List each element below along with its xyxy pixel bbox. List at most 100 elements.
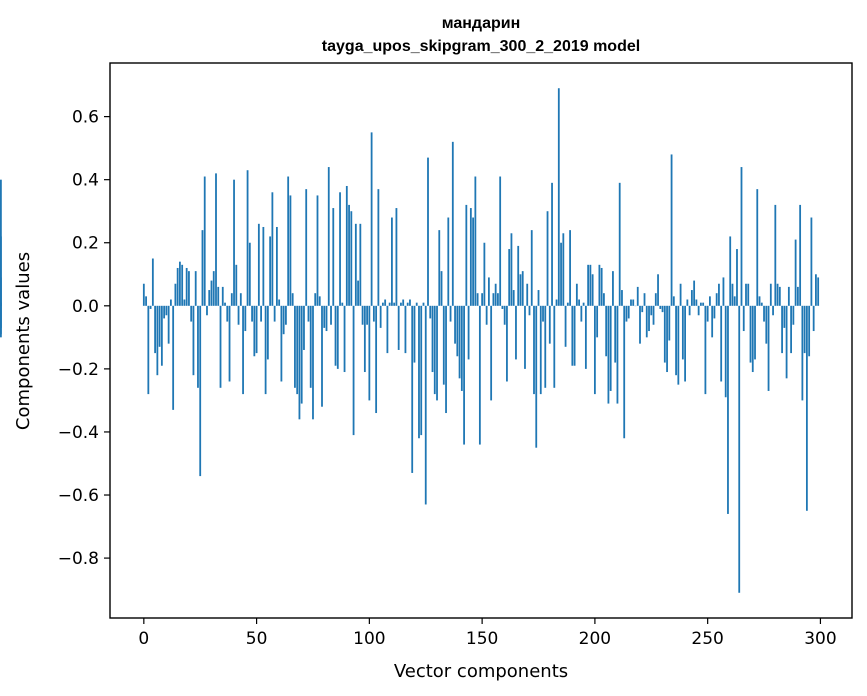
- bar: [546, 211, 549, 306]
- bar: [763, 305, 765, 322]
- bar: [621, 290, 623, 306]
- x-tick-label: 250: [691, 629, 723, 649]
- bar: [285, 305, 287, 325]
- bar: [201, 230, 204, 306]
- bar: [776, 283, 779, 306]
- bar: [312, 305, 314, 420]
- bar: [589, 264, 592, 306]
- bar: [300, 305, 303, 404]
- bar: [492, 293, 495, 306]
- bar: [275, 226, 278, 306]
- bar: [625, 305, 628, 322]
- bar: [688, 305, 691, 316]
- bar: [206, 305, 208, 316]
- bar: [756, 189, 759, 306]
- bar: [228, 305, 231, 382]
- bar: [363, 305, 366, 373]
- bar: [745, 283, 747, 306]
- bar: [672, 296, 675, 306]
- bar: [235, 264, 238, 306]
- bar: [713, 305, 716, 319]
- bar: [332, 208, 335, 306]
- x-tick-label: 300: [804, 629, 836, 649]
- bar: [483, 242, 486, 306]
- bar: [0, 305, 2, 338]
- bar: [418, 305, 420, 439]
- bar: [147, 305, 150, 395]
- bar: [487, 277, 490, 306]
- bar: [533, 305, 535, 395]
- bar: [318, 296, 321, 306]
- bar: [463, 305, 465, 445]
- bar: [386, 305, 389, 354]
- bar: [551, 182, 553, 306]
- bar: [156, 305, 159, 376]
- x-tick-label: 200: [579, 629, 611, 649]
- bar: [424, 305, 427, 505]
- y-tick-label: −0.6: [58, 486, 99, 506]
- bar: [693, 280, 696, 306]
- bar: [785, 305, 788, 379]
- bar: [343, 305, 346, 373]
- bar: [377, 189, 380, 306]
- bar: [765, 305, 768, 344]
- bar: [271, 192, 274, 306]
- y-tick-label: 0.2: [72, 234, 99, 254]
- bar: [303, 305, 305, 350]
- bar: [659, 305, 662, 309]
- bar: [176, 267, 179, 306]
- bar: [257, 223, 260, 306]
- bar: [339, 192, 341, 306]
- bar: [627, 305, 630, 319]
- bar: [512, 290, 515, 306]
- bar: [731, 283, 734, 306]
- bar: [749, 305, 752, 363]
- bar: [539, 305, 542, 395]
- bar: [718, 283, 720, 306]
- bar: [393, 302, 396, 306]
- bar: [221, 286, 224, 306]
- bar: [564, 305, 567, 347]
- bar: [375, 305, 378, 414]
- bar: [239, 293, 242, 306]
- bar: [733, 296, 736, 306]
- bar: [677, 305, 680, 385]
- bar: [600, 267, 603, 306]
- chart-subtitle: tayga_upos_skipgram_300_2_2019 model: [322, 38, 640, 55]
- bar: [661, 305, 664, 313]
- bar: [438, 230, 441, 306]
- bar: [548, 305, 551, 344]
- bar: [467, 305, 470, 360]
- bar: [778, 286, 781, 306]
- bar: [736, 249, 738, 306]
- bar: [230, 293, 233, 306]
- bar: [566, 302, 569, 306]
- bar: [348, 204, 350, 306]
- bar: [262, 226, 265, 306]
- bar: [580, 305, 583, 322]
- bar: [503, 305, 506, 325]
- bar: [575, 283, 578, 306]
- bar: [494, 283, 497, 306]
- bar: [246, 170, 249, 306]
- bar: [440, 271, 443, 306]
- bar: [454, 305, 456, 344]
- bar: [787, 286, 790, 306]
- bar: [361, 305, 364, 325]
- bar: [593, 305, 596, 395]
- bar: [720, 305, 723, 382]
- bar: [307, 305, 310, 322]
- y-tick-label: 0.6: [72, 108, 99, 128]
- bar: [323, 305, 326, 328]
- bar: [237, 305, 240, 325]
- bar: [603, 293, 605, 306]
- bar: [354, 223, 357, 306]
- bar: [336, 305, 339, 369]
- bar: [641, 305, 644, 313]
- bar: [465, 204, 468, 306]
- bar: [212, 271, 215, 306]
- bar: [796, 286, 799, 306]
- bar: [557, 88, 560, 306]
- bar: [783, 305, 786, 328]
